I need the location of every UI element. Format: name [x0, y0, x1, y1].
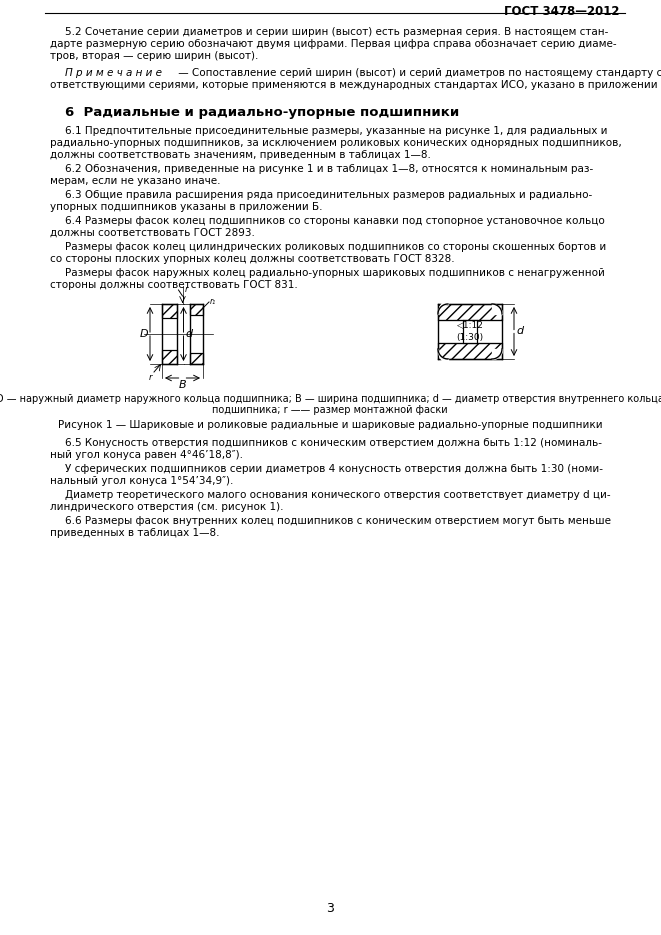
Text: r₁: r₁ [210, 296, 216, 306]
Text: D — наружный диаметр наружного кольца подшипника; B — ширина подшипника; d — диа: D — наружный диаметр наружного кольца по… [0, 394, 661, 404]
Bar [162, 350, 177, 364]
Text: должны соответствовать значениям, приведенным в таблицах 1—8.: должны соответствовать значениям, привед… [50, 150, 431, 160]
Bar [190, 304, 203, 315]
Text: r: r [148, 373, 152, 382]
Text: r: r [184, 284, 188, 294]
Bar [438, 343, 502, 359]
Text: ответствующими сериями, которые применяются в международных стандартах ИСО, указ: ответствующими сериями, которые применяю… [50, 80, 661, 90]
Text: П р и м е ч а н и е: П р и м е ч а н и е [65, 68, 162, 78]
Text: дарте размерную серию обозначают двумя цифрами. Первая цифра справа обозначает с: дарте размерную серию обозначают двумя ц… [50, 39, 617, 49]
Text: Размеры фасок наружных колец радиально-упорных шариковых подшипников с ненагруже: Размеры фасок наружных колец радиально-у… [65, 268, 605, 278]
Text: 6.5 Конусность отверстия подшипников с коническим отверстием должна быть 1:12 (н: 6.5 Конусность отверстия подшипников с к… [65, 438, 602, 448]
Text: ный угол конуса равен 4°46’18,8″).: ный угол конуса равен 4°46’18,8″). [50, 450, 243, 460]
Text: 5.2 Сочетание серии диаметров и серии ширин (высот) есть размерная серия. В наст: 5.2 Сочетание серии диаметров и серии ши… [65, 27, 608, 37]
Text: приведенных в таблицах 1—8.: приведенных в таблицах 1—8. [50, 528, 219, 538]
Text: линдрического отверстия (см. рисунок 1).: линдрического отверстия (см. рисунок 1). [50, 502, 284, 512]
Text: нальный угол конуса 1°54’34,9″).: нальный угол конуса 1°54’34,9″). [50, 476, 233, 486]
Text: 3: 3 [326, 902, 334, 915]
Text: — Сопоставление серий ширин (высот) и серий диаметров по настоящему стандарту с : — Сопоставление серий ширин (высот) и се… [175, 68, 661, 78]
Text: ГОСТ 3478—2012: ГОСТ 3478—2012 [504, 5, 620, 18]
Bar [162, 350, 177, 364]
Bar [438, 304, 502, 320]
Text: (1:30): (1:30) [457, 333, 484, 342]
Bar [162, 304, 177, 318]
Text: 6.6 Размеры фасок внутренних колец подшипников с коническим отверстием могут быт: 6.6 Размеры фасок внутренних колец подши… [65, 516, 611, 526]
Bar [438, 304, 502, 320]
Text: 6  Радиальные и радиально-упорные подшипники: 6 Радиальные и радиально-упорные подшипн… [65, 106, 459, 119]
Text: 6.4 Размеры фасок колец подшипников со стороны канавки под стопорное установочно: 6.4 Размеры фасок колец подшипников со с… [65, 216, 605, 226]
Text: со стороны плоских упорных колец должны соответствовать ГОСТ 8328.: со стороны плоских упорных колец должны … [50, 254, 455, 264]
Text: Диаметр теоретического малого основания конического отверстия соответствует диам: Диаметр теоретического малого основания … [65, 490, 611, 500]
Text: мерам, если не указано иначе.: мерам, если не указано иначе. [50, 176, 221, 186]
Text: У сферических подшипников серии диаметров 4 конусность отверстия должна быть 1:3: У сферических подшипников серии диаметро… [65, 464, 603, 474]
Bar [463, 320, 477, 343]
Bar [438, 343, 502, 359]
Text: ◁1:12: ◁1:12 [457, 321, 483, 330]
Text: подшипника; r —— размер монтажной фаски: подшипника; r —— размер монтажной фаски [212, 405, 447, 415]
Text: B: B [178, 380, 186, 390]
Text: 6.3 Общие правила расширения ряда присоединительных размеров радиальных и радиал: 6.3 Общие правила расширения ряда присое… [65, 190, 592, 200]
Text: стороны должны соответствовать ГОСТ 831.: стороны должны соответствовать ГОСТ 831. [50, 280, 297, 290]
Text: тров, вторая — серию ширин (высот).: тров, вторая — серию ширин (высот). [50, 51, 258, 61]
Text: d: d [516, 326, 523, 337]
Bar [190, 353, 203, 364]
Bar [190, 353, 203, 364]
Text: должны соответствовать ГОСТ 2893.: должны соответствовать ГОСТ 2893. [50, 228, 255, 238]
Text: d: d [186, 329, 192, 339]
Text: Размеры фасок колец цилиндрических роликовых подшипников со стороны скошенных бо: Размеры фасок колец цилиндрических ролик… [65, 242, 606, 252]
Text: упорных подшипников указаны в приложении Б.: упорных подшипников указаны в приложении… [50, 202, 323, 212]
Bar [162, 304, 177, 318]
Text: D: D [139, 329, 148, 339]
Text: Рисунок 1 — Шариковые и роликовые радиальные и шариковые радиально-упорные подши: Рисунок 1 — Шариковые и роликовые радиал… [58, 420, 602, 430]
Text: 6.2 Обозначения, приведенные на рисунке 1 и в таблицах 1—8, относятся к номиналь: 6.2 Обозначения, приведенные на рисунке … [65, 164, 594, 174]
Text: 6.1 Предпочтительные присоединительные размеры, указанные на рисунке 1, для ради: 6.1 Предпочтительные присоединительные р… [65, 126, 607, 136]
Bar [190, 304, 203, 315]
Text: радиально-упорных подшипников, за исключением роликовых конических однорядных по: радиально-упорных подшипников, за исключ… [50, 138, 622, 148]
